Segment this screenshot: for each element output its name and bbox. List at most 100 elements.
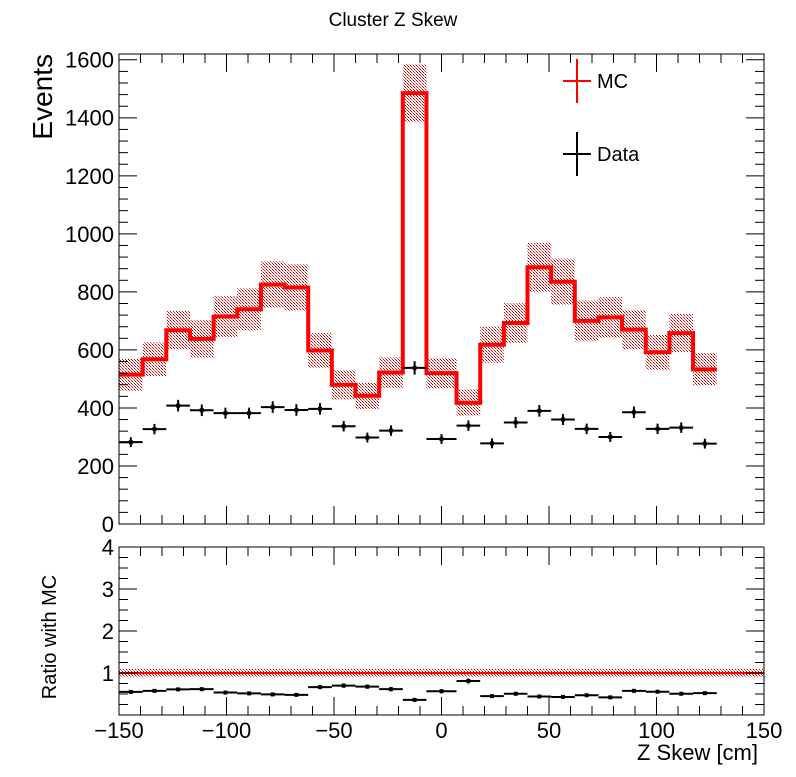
- data-marker-24: [702, 441, 707, 446]
- ratio-point-23: [669, 691, 694, 696]
- main-ytick-label-1600: 1600: [65, 48, 114, 73]
- main-ytick-label-600: 600: [77, 338, 114, 363]
- data-marker-21: [631, 410, 636, 415]
- data-marker-6: [270, 405, 275, 410]
- ratio-y-axis-label: Ratio with MC: [39, 575, 61, 699]
- ratio-point-11: [379, 687, 403, 692]
- ratio-point-9: [331, 683, 356, 688]
- ratio-marker-12: [412, 697, 417, 702]
- data-marker-12: [412, 365, 417, 370]
- ratio-point-17: [527, 694, 552, 699]
- legend: MC Data: [563, 59, 640, 176]
- data-marker-7: [294, 407, 299, 412]
- data-point-16: [503, 416, 528, 428]
- ratio-ytick-label-1: 1: [102, 661, 114, 686]
- ratio-marker-1: [152, 688, 157, 693]
- data-point-2: [166, 399, 190, 412]
- ratio-marker-3: [199, 687, 204, 692]
- data-point-11: [379, 425, 403, 436]
- ratio-point-5: [237, 691, 261, 696]
- ratio-xtick-label-50: 50: [537, 718, 561, 743]
- ratio-xtick-label-0: 0: [435, 718, 447, 743]
- ratio-marker-22: [655, 689, 660, 694]
- main-ytick-label-200: 200: [77, 454, 114, 479]
- data-marker-11: [388, 428, 393, 433]
- ratio-point-13: [426, 689, 457, 694]
- ratio-point-2: [166, 687, 190, 692]
- data-marker-14: [466, 423, 471, 428]
- ratio-point-10: [355, 684, 380, 689]
- data-marker-3: [199, 408, 204, 413]
- ratio-marker-6: [270, 692, 275, 697]
- data-point-9: [331, 421, 356, 432]
- ratio-point-22: [645, 689, 670, 694]
- ratio-points: [119, 678, 717, 702]
- data-point-0: [119, 437, 143, 448]
- ratio-point-8: [308, 684, 332, 690]
- data-point-15: [480, 438, 504, 449]
- mc-step-line: [119, 91, 717, 405]
- data-point-17: [527, 405, 552, 417]
- data-point-5: [237, 407, 261, 419]
- data-point-21: [622, 406, 646, 419]
- ratio-marker-5: [247, 691, 252, 696]
- ratio-point-18: [551, 694, 575, 699]
- data-point-19: [574, 423, 599, 435]
- ratio-marker-7: [294, 692, 299, 697]
- ratio-xtick-label--50: −50: [315, 718, 352, 743]
- ratio-marker-13: [439, 689, 444, 694]
- ratio-marker-8: [318, 685, 323, 690]
- ratio-marker-21: [631, 688, 636, 693]
- ratio-marker-10: [365, 684, 370, 689]
- ratio-point-4: [213, 690, 238, 695]
- data-marker-18: [560, 417, 565, 422]
- ratio-xtick-label--100: −100: [202, 718, 252, 743]
- data-marker-8: [318, 406, 323, 411]
- main-axes: 0 200 400 600 800 1000 1200 1400 1600: [65, 48, 765, 537]
- data-marker-19: [584, 426, 589, 431]
- data-marker-13: [439, 436, 444, 441]
- legend-mc-label: MC: [597, 71, 628, 93]
- ratio-xtick-label--150: −150: [94, 718, 144, 743]
- ratio-xtick-label-150: 150: [746, 718, 783, 743]
- ratio-point-24: [693, 691, 717, 696]
- data-point-4: [213, 407, 238, 419]
- ratio-point-0: [119, 689, 143, 694]
- data-marker-2: [176, 403, 181, 408]
- main-plot-frame: [118, 53, 765, 525]
- data-point-18: [551, 414, 575, 426]
- ratio-marker-23: [679, 691, 684, 696]
- data-marker-23: [679, 425, 684, 430]
- data-marker-22: [655, 426, 660, 431]
- ratio-marker-20: [608, 695, 613, 700]
- data-point-24: [693, 438, 717, 449]
- x-axis-label: Z Skew [cm]: [637, 740, 758, 765]
- data-marker-16: [513, 420, 518, 425]
- ratio-panel: −150 −100 −50 0 50 100 150 1 2 3 4 Ratio with MC Z…: [39, 535, 782, 765]
- mc-histogram: [119, 91, 717, 405]
- ratio-xtick-label-100: 100: [638, 718, 675, 743]
- ratio-marker-19: [584, 693, 589, 698]
- ratio-marker-14: [466, 678, 471, 683]
- ratio-ytick-label-4: 4: [102, 535, 114, 560]
- y-axis-label: Events: [27, 54, 58, 140]
- mc-uncertainty-bands: [119, 64, 717, 416]
- data-point-7: [284, 404, 309, 416]
- ratio-point-20: [598, 695, 623, 700]
- data-point-3: [189, 404, 214, 417]
- ratio-point-15: [480, 694, 504, 699]
- data-point-14: [456, 420, 481, 431]
- data-marker-15: [490, 441, 495, 446]
- main-ytick-label-1400: 1400: [65, 106, 114, 131]
- ratio-marker-2: [176, 687, 181, 692]
- main-ytick-label-400: 400: [77, 396, 114, 421]
- ratio-point-21: [622, 688, 646, 693]
- ratio-marker-15: [490, 694, 495, 699]
- ratio-point-6: [260, 692, 285, 697]
- ratio-marker-11: [388, 687, 393, 692]
- ratio-marker-0: [128, 689, 133, 694]
- main-ytick-label-1200: 1200: [65, 164, 114, 189]
- data-marker-20: [608, 434, 613, 439]
- main-panel: 0 200 400 600 800 1000 1200 1400 1600 Events MC …: [27, 48, 765, 537]
